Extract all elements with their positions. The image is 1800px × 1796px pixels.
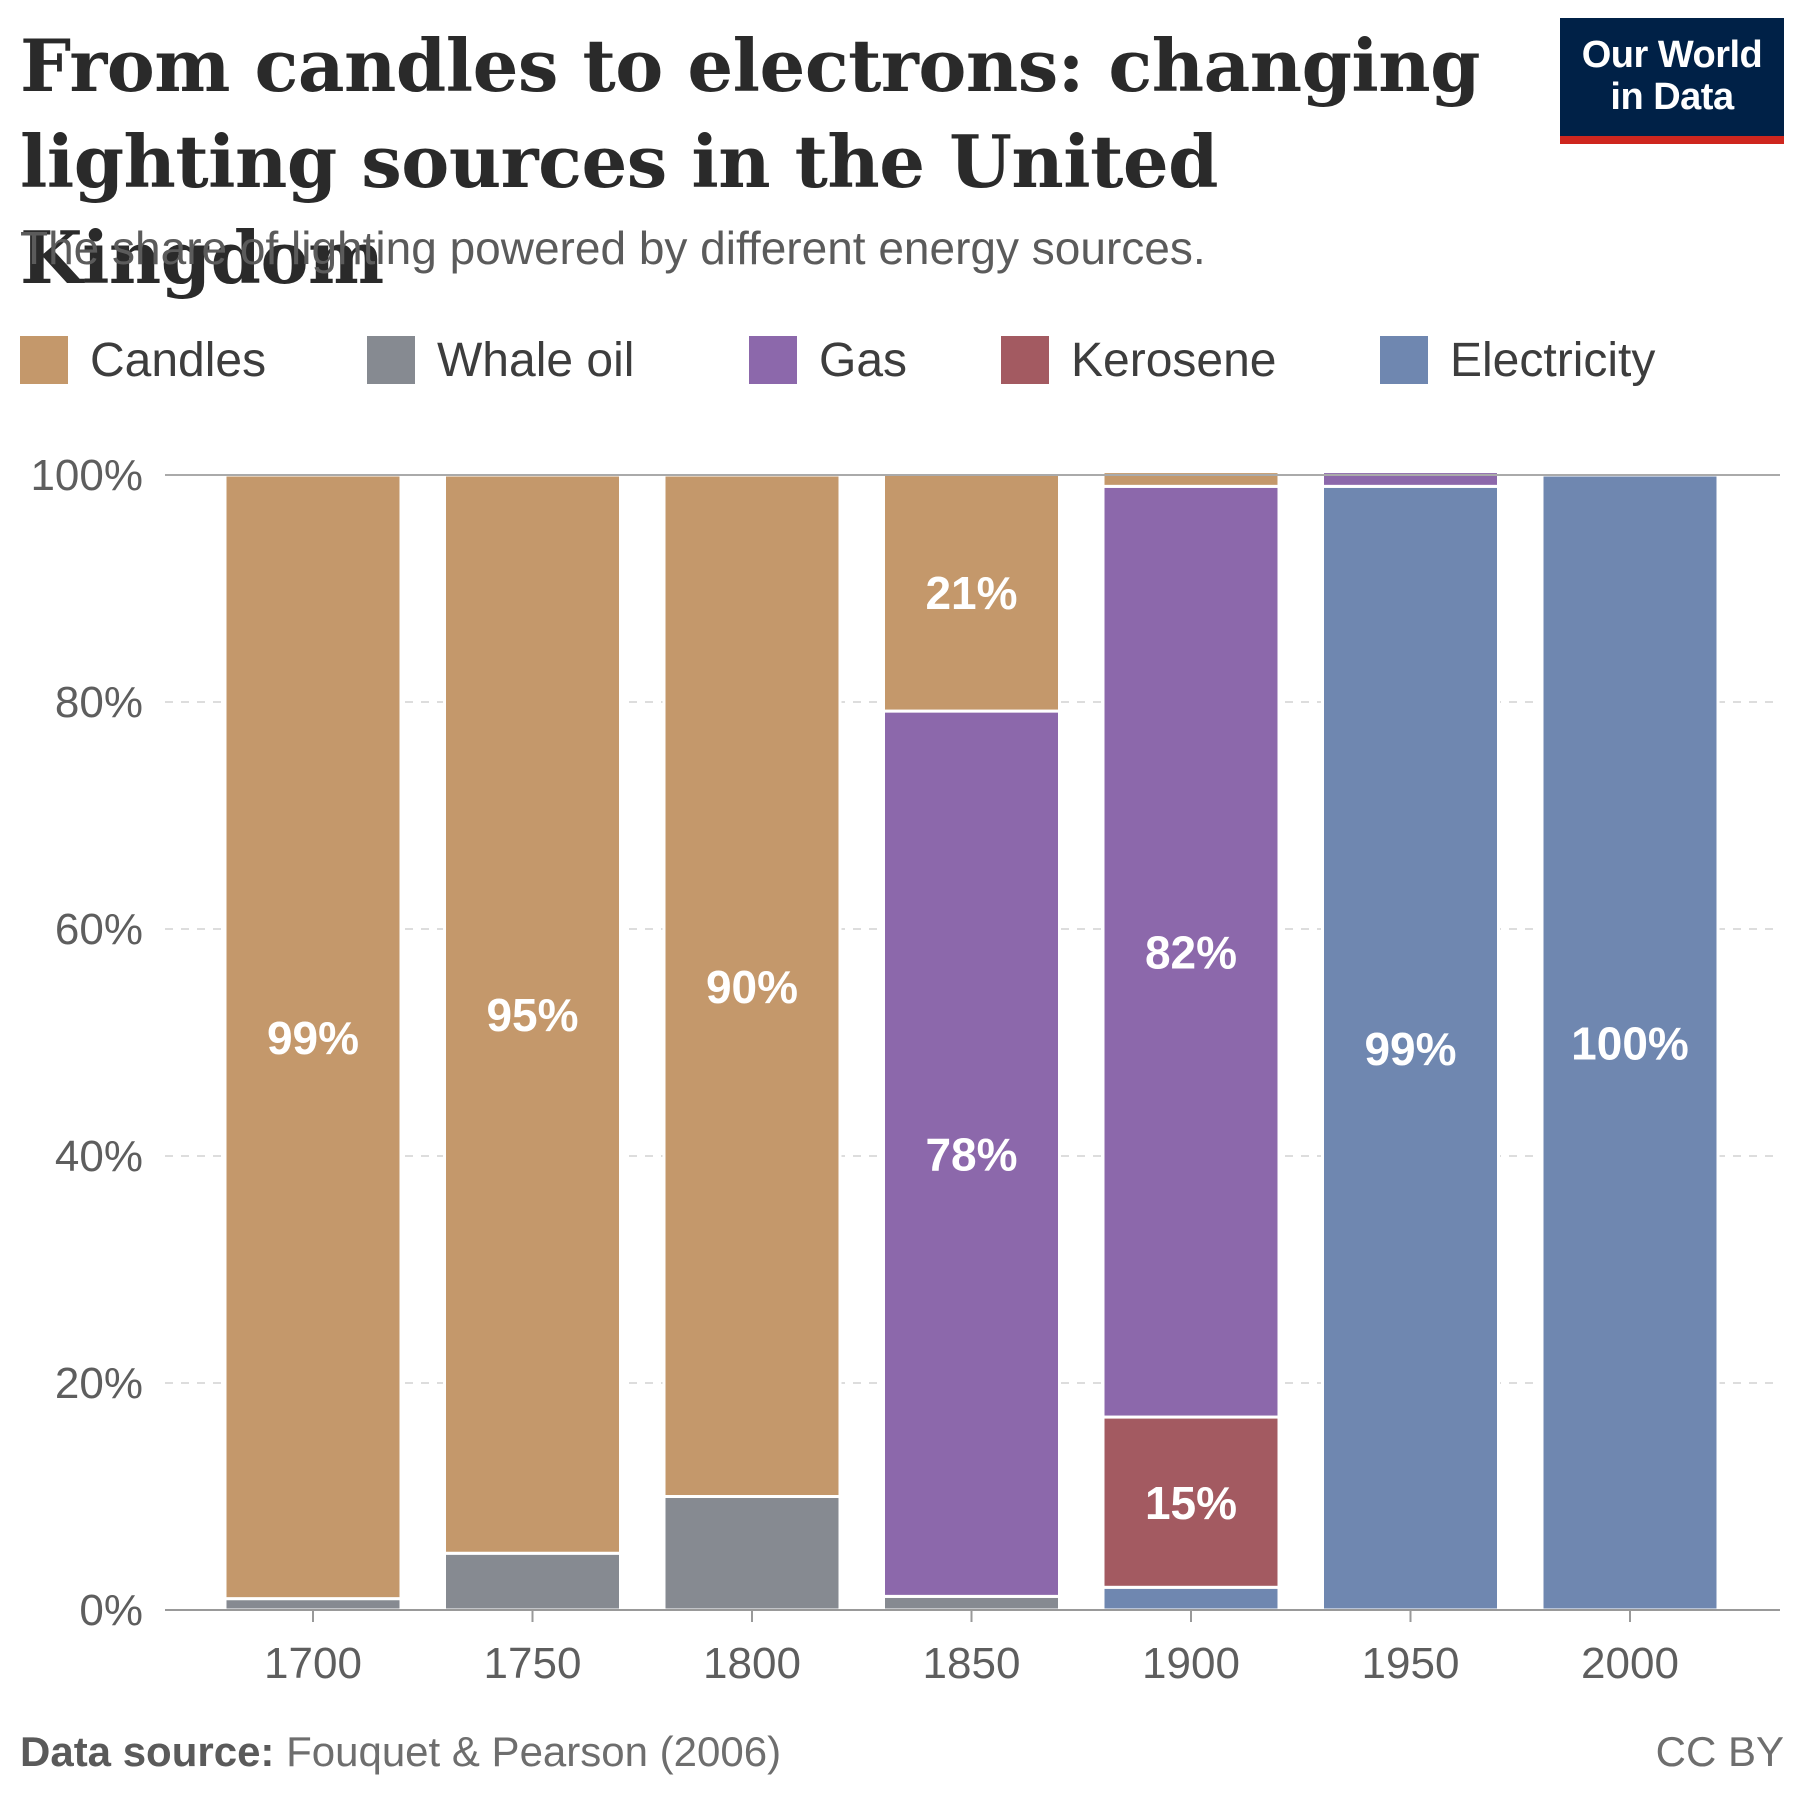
- x-tick-label-1850: 1850: [923, 1639, 1021, 1688]
- y-tick-label-80: 80%: [55, 678, 143, 727]
- bar-1950-gas: [1321, 470, 1500, 488]
- data-source-text[interactable]: Fouquet & Pearson (2006): [286, 1728, 782, 1775]
- y-tick-label-20: 20%: [55, 1359, 143, 1408]
- legend-item-kerosene[interactable]: Kerosene: [1001, 330, 1276, 390]
- legend-item-whale-oil[interactable]: Whale oil: [367, 330, 634, 390]
- bar-1900-gas: [1101, 484, 1281, 1419]
- data-label-1950-electricity: 99%: [1364, 1023, 1456, 1075]
- legend-item-electricity[interactable]: Electricity: [1380, 330, 1655, 390]
- bar-1850-candles: [882, 471, 1061, 713]
- chart-title: From candles to electrons: changing ligh…: [20, 23, 1480, 300]
- data-label-2000-electricity: 100%: [1571, 1018, 1689, 1070]
- y-tick-label-100: 100%: [30, 451, 143, 500]
- data-label-1900-gas: 82%: [1145, 927, 1237, 979]
- owid-logo[interactable]: Our World in Data: [1560, 18, 1784, 144]
- legend-swatch-kerosene: [1001, 336, 1049, 384]
- bar-1800-whale-oil: [662, 1495, 842, 1612]
- bar-1900-electricity: [1101, 1585, 1281, 1612]
- chart-legend: Candles Whale oil Gas Kerosene Electricity: [20, 330, 1780, 390]
- x-tick-label-2000: 2000: [1581, 1639, 1679, 1688]
- legend-label-candles: Candles: [90, 333, 267, 387]
- x-tick-label-1950: 1950: [1362, 1639, 1460, 1688]
- legend-item-gas[interactable]: Gas: [749, 330, 907, 390]
- legend-swatch-candles: [20, 336, 68, 384]
- bar-1800-candles: [662, 473, 842, 1498]
- bar-1850-whale-oil: [882, 1594, 1061, 1612]
- legend-label-kerosene: Kerosene: [1071, 333, 1277, 387]
- bar-1750-candles: [443, 473, 622, 1555]
- bar-1750-whale-oil: [443, 1551, 622, 1612]
- x-tick-label-1800: 1800: [703, 1639, 801, 1688]
- x-tick-label-1700: 1700: [264, 1639, 362, 1688]
- data-label-1700-candles: 99%: [267, 1012, 359, 1064]
- bar-1700-candles: [223, 473, 403, 1601]
- logo-line-1: Our World: [1581, 34, 1763, 76]
- bar-1850-gas: [882, 709, 1061, 1598]
- data-label-1800-candles: 90%: [706, 961, 798, 1013]
- data-label-1850-gas: 78%: [925, 1129, 1017, 1181]
- x-tick-label-1750: 1750: [484, 1639, 582, 1688]
- legend-label-electricity: Electricity: [1450, 333, 1656, 387]
- legend-swatch-whale-oil: [367, 336, 415, 384]
- x-tick-label-1900: 1900: [1142, 1639, 1240, 1688]
- legend-label-whale-oil: Whale oil: [437, 333, 635, 387]
- logo-line-2: in Data: [1610, 76, 1734, 118]
- bar-1950-electricity: [1321, 484, 1500, 1612]
- data-label-1750-candles: 95%: [486, 989, 578, 1041]
- legend-swatch-gas: [749, 336, 797, 384]
- legend-swatch-electricity: [1380, 336, 1428, 384]
- bar-1700-whale-oil: [223, 1597, 403, 1612]
- data-label-1900-kerosene: 15%: [1145, 1477, 1237, 1529]
- y-tick-label-60: 60%: [55, 905, 143, 954]
- data-source-label: Data source:: [20, 1728, 275, 1775]
- bar-1900-candles: [1101, 470, 1281, 488]
- chart-subtitle: The share of lighting powered by differe…: [20, 222, 1206, 274]
- data-label-1850-candles: 21%: [925, 567, 1017, 619]
- y-tick-label-0: 0%: [79, 1586, 143, 1635]
- bar-2000-electricity: [1540, 473, 1720, 1612]
- license-label[interactable]: CC BY: [1655, 1728, 1784, 1775]
- y-tick-label-40: 40%: [55, 1132, 143, 1181]
- legend-item-candles[interactable]: Candles: [20, 330, 266, 390]
- legend-label-gas: Gas: [819, 333, 908, 387]
- data-source-note: Data source: Fouquet & Pearson (2006): [20, 1728, 781, 1776]
